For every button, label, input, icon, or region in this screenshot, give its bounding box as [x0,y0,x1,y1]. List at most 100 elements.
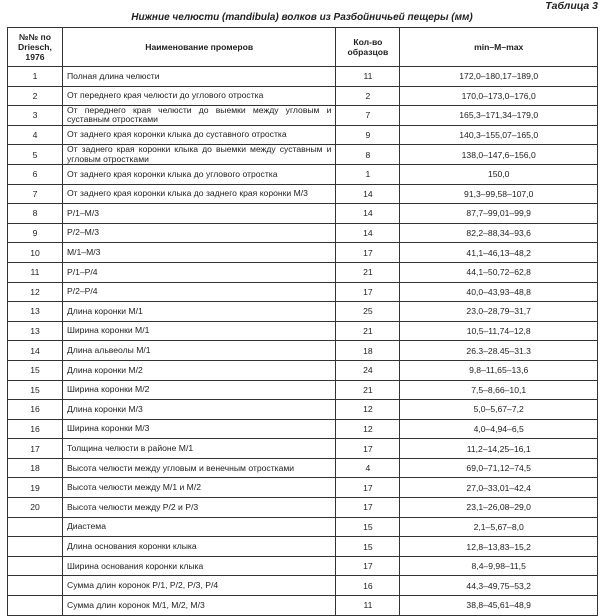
cell-sample-count: 17 [335,438,401,459]
table-row: 8 Р/1–М/3 14 87,7–99,01–99,9 [7,203,598,224]
cell-min-mean-max: 5,0–5,67–7,2 [399,399,598,420]
cell-driesch-no: 7 [7,183,63,205]
cell-measurement-name: Р/2–М/3 [61,222,337,244]
table-row: 10 М/1–М/3 17 41,1–46,13–48,2 [7,242,598,263]
cell-measurement-name: Высота челюсти между Р/2 и Р/3 [61,497,337,518]
cell-driesch-no: 1 [7,66,63,87]
header-min-mean-max: min–M–max [399,27,598,67]
cell-measurement-name: Длина коронки М/2 [61,359,337,381]
cell-min-mean-max: 27,0–33,01–42,4 [399,477,598,499]
cell-sample-count: 17 [335,242,401,263]
cell-measurement-name: Сумма длин коронок Р/1, Р/2, Р/3, Р/4 [61,575,337,597]
cell-min-mean-max: 44,3–49,75–53,2 [399,575,598,597]
cell-min-mean-max: 4,0–4,94–6,5 [399,418,598,440]
table-row: Диастема 15 2,1–5,67–8,0 [7,516,598,538]
cell-min-mean-max: 38,8–45,61–48,9 [399,595,598,616]
cell-driesch-no: 19 [7,477,63,499]
cell-min-mean-max: 82,2–88,34–93,6 [399,222,598,244]
table-row: 20 Высота челюсти между Р/2 и Р/3 17 23,1–2… [7,497,598,518]
cell-min-mean-max: 11,2–14,25–16,1 [399,438,598,459]
table-row: 13 Длина коронки М/1 25 23,0–28,79–31,7 [7,301,598,322]
table-row: 1 Полная длина челюсти 11 172,0–180,17–189,… [7,66,598,87]
table-row: 14 Длина альвеолы М/1 18 26.3–28.45–31.3 [7,340,598,361]
cell-measurement-name: От заднего края коронки клыка до выемки … [61,144,337,165]
cell-min-mean-max: 26.3–28.45–31.3 [399,340,598,361]
cell-measurement-name: Ширина коронки М/2 [61,379,337,401]
cell-sample-count: 4 [335,457,401,479]
cell-driesch-no: 9 [7,222,63,244]
table-number-label: Таблица 3 [545,0,598,12]
cell-driesch-no [7,555,63,577]
cell-sample-count: 15 [335,536,401,557]
cell-min-mean-max: 8,4–9,98–11,5 [399,555,598,577]
cell-measurement-name: Ширина коронки М/3 [61,418,337,440]
cell-sample-count: 15 [335,516,401,538]
table-row: 16 Длина коронки М/3 12 5,0–5,67–7,2 [7,399,598,420]
cell-sample-count: 12 [335,418,401,440]
cell-min-mean-max: 140,3–155,07–165,0 [399,124,598,146]
cell-measurement-name: Р/1–Р/4 [61,261,337,283]
table-row: 3 От переднего края челюсти до выемки меж… [7,105,598,126]
cell-min-mean-max: 23,0–28,79–31,7 [399,301,598,322]
cell-measurement-name: Р/1–М/3 [61,203,337,224]
cell-sample-count: 9 [335,124,401,146]
cell-measurement-name: Длина коронки М/3 [61,399,337,420]
cell-min-mean-max: 172,0–180,17–189,0 [399,66,598,87]
table-row: 16 Ширина коронки М/3 12 4,0–4,94–6,5 [7,418,598,440]
cell-sample-count: 21 [335,320,401,342]
cell-measurement-name: От переднего края челюсти до углового от… [61,85,337,107]
cell-measurement-name: Р/2–Р/4 [61,281,337,303]
cell-measurement-name: Высота челюсти между угловым и венечным … [61,457,337,479]
cell-measurement-name: От заднего края коронки клыка до угловог… [61,163,337,185]
cell-min-mean-max: 7,5–8,66–10,1 [399,379,598,401]
cell-measurement-name: Ширина коронки М/1 [61,320,337,342]
header-row: №№ по Driesch, 1976 Наименование промеро… [7,27,598,67]
cell-driesch-no: 20 [7,497,63,518]
cell-sample-count: 14 [335,203,401,224]
table-row: Сумма длин коронок М/1, М/2, М/3 11 38,8–4… [7,595,598,616]
cell-min-mean-max: 69,0–71,12–74,5 [399,457,598,479]
cell-sample-count: 7 [335,105,401,126]
cell-min-mean-max: 91,3–99,58–107,0 [399,183,598,205]
cell-sample-count: 16 [335,575,401,597]
cell-measurement-name: Длина альвеолы М/1 [61,340,337,361]
table-row: 5 От заднего края коронки клыка до выемки… [7,144,598,165]
table-row: 18 Высота челюсти между угловым и венечны… [7,457,598,479]
cell-measurement-name: Толщина челюсти в районе М/1 [61,438,337,459]
table-row: 17 Толщина челюсти в районе М/1 17 11,2–14,… [7,438,598,459]
table-row: 6 От заднего края коронки клыка до углово… [7,163,598,185]
cell-sample-count: 17 [335,281,401,303]
cell-sample-count: 14 [335,222,401,244]
cell-driesch-no [7,595,63,616]
cell-driesch-no: 13 [7,320,63,342]
header-driesch-no: №№ по Driesch, 1976 [7,27,63,67]
cell-measurement-name: М/1–М/3 [61,242,337,263]
cell-min-mean-max: 9,8–11,65–13,6 [399,359,598,381]
measurements-table: №№ по Driesch, 1976 Наименование промеро… [7,27,598,616]
cell-sample-count: 1 [335,163,401,185]
cell-driesch-no [7,516,63,538]
cell-driesch-no: 15 [7,359,63,381]
table-row: Сумма длин коронок Р/1, Р/2, Р/3, Р/4 16 4… [7,575,598,597]
cell-sample-count: 17 [335,497,401,518]
cell-driesch-no: 6 [7,163,63,185]
table-title: Нижние челюсти (mandibula) волков из Раз… [131,12,473,23]
cell-min-mean-max: 44,1–50,72–62,8 [399,261,598,283]
cell-sample-count: 21 [335,261,401,283]
cell-driesch-no: 4 [7,124,63,146]
cell-sample-count: 21 [335,379,401,401]
cell-measurement-name: От переднего края челюсти до выемки межд… [61,105,337,126]
table-row: 15 Ширина коронки М/2 21 7,5–8,66–10,1 [7,379,598,401]
cell-driesch-no: 16 [7,418,63,440]
cell-driesch-no [7,575,63,597]
cell-measurement-name: Длина коронки М/1 [61,301,337,322]
cell-sample-count: 11 [335,595,401,616]
table-row: 11 Р/1–Р/4 21 44,1–50,72–62,8 [7,261,598,283]
header-measurement-name: Наименование промеров [61,27,337,67]
cell-measurement-name: От заднего края коронки клыка до заднего… [61,183,337,205]
cell-min-mean-max: 138,0–147,6–156,0 [399,144,598,165]
table-row: 15 Длина коронки М/2 24 9,8–11,65–13,6 [7,359,598,381]
cell-min-mean-max: 10,5–11,74–12,8 [399,320,598,342]
cell-sample-count: 17 [335,555,401,577]
cell-driesch-no [7,536,63,557]
